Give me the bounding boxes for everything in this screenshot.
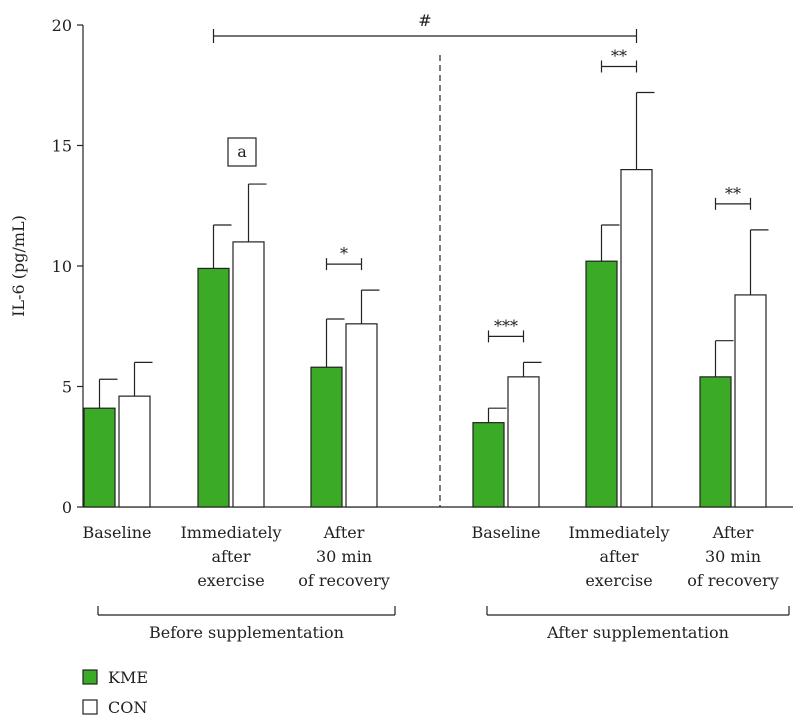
bar-con	[118, 395, 151, 508]
significance-label: *	[340, 244, 348, 263]
bar-con	[232, 241, 265, 508]
x-category-label: After	[323, 523, 365, 542]
x-category-label: Immediately	[180, 523, 281, 542]
y-tick-label: 10	[52, 257, 72, 276]
x-category-label: exercise	[585, 571, 652, 590]
x-category-label: Baseline	[83, 523, 152, 542]
bar-kme	[310, 366, 343, 508]
legend-label: CON	[108, 698, 147, 717]
bar-con	[620, 169, 653, 508]
x-category-label: exercise	[197, 571, 264, 590]
bar-con	[734, 294, 767, 508]
bar-kme	[197, 267, 230, 508]
bar-kme	[585, 260, 618, 508]
legend: KME CON	[82, 668, 148, 717]
x-category-label: 30 min	[705, 547, 761, 566]
x-category-label: after	[211, 547, 250, 566]
x-axis-category-labels: Baseline Immediately after exercise After 30 …	[83, 523, 779, 590]
bar-con	[507, 376, 540, 508]
significance-label: **	[611, 46, 627, 65]
comparison-label: #	[418, 11, 431, 30]
y-tick-label: 15	[52, 137, 72, 156]
x-category-label: of recovery	[687, 571, 779, 590]
significance-label: ***	[494, 316, 518, 335]
group-brackets: Before supplementation After supplementat…	[97, 606, 790, 642]
x-category-label: After	[712, 523, 754, 542]
bar-kme	[83, 407, 116, 508]
legend-swatch-con	[82, 699, 98, 715]
bar-series	[83, 169, 767, 508]
legend-swatch-kme	[82, 669, 98, 685]
y-tick-label: 20	[52, 16, 72, 35]
y-axis-ticks: 0 5 10 15 20	[52, 16, 83, 517]
group-label: Before supplementation	[149, 623, 344, 642]
box-label-text: a	[237, 142, 247, 161]
bar-con	[345, 323, 378, 508]
x-category-label: Immediately	[568, 523, 669, 542]
x-category-label: Baseline	[472, 523, 541, 542]
box-label-frame	[227, 137, 257, 167]
error-bars	[98, 91, 769, 423]
group-label: After supplementation	[546, 623, 729, 642]
bar-kme	[472, 422, 505, 508]
significance-label: **	[725, 184, 741, 203]
y-tick-label: 5	[62, 378, 72, 397]
legend-label: KME	[108, 668, 148, 687]
y-axis-label: IL-6 (pg/mL)	[9, 215, 28, 317]
y-tick-label: 0	[62, 498, 72, 517]
x-category-label: of recovery	[298, 571, 390, 590]
bar-kme	[699, 376, 732, 508]
x-category-label: 30 min	[316, 547, 372, 566]
significance-annotations: a********#	[212, 11, 752, 343]
x-category-label: after	[599, 547, 638, 566]
